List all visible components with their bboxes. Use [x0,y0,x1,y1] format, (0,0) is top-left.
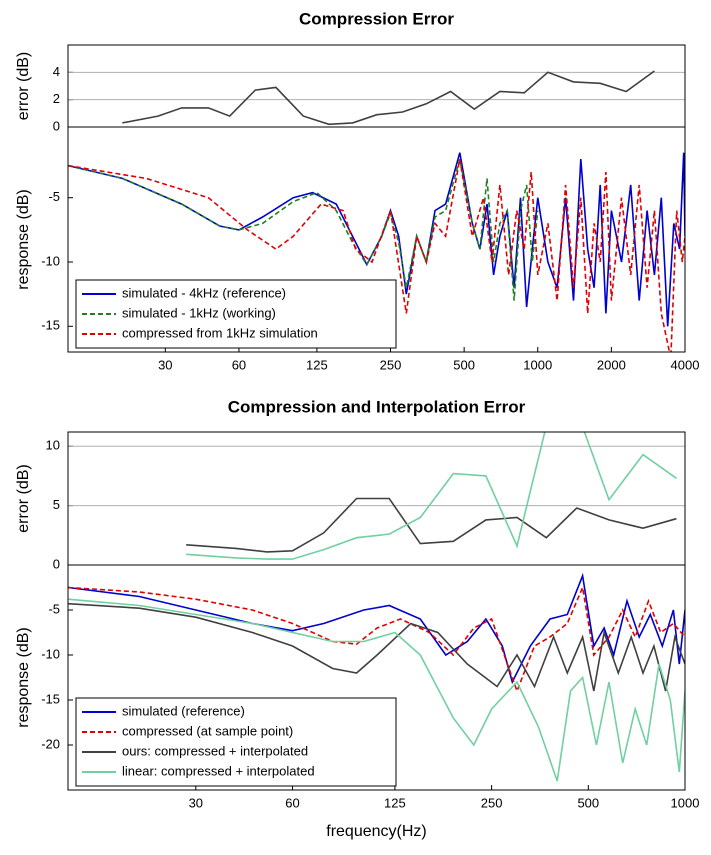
series-line [68,598,685,782]
y-tick-label: 0 [53,118,60,133]
y-tick-label: 5 [53,497,60,512]
y-tick-label: -5 [48,601,60,616]
legend-label: ours: compressed + interpolated [122,743,308,758]
series-line [68,584,685,694]
y-tick-label: 0 [53,556,60,571]
y-tick-label: -10 [41,646,60,661]
legend-label: simulated - 4kHz (reference) [122,285,286,300]
y-tick-label: -5 [48,189,60,204]
x-tick-label: 250 [481,795,503,810]
panel: response (dB) frequency(Hz) -20 -15 -10 -5 30 6… [15,564,700,840]
legend-box [75,697,397,787]
y-tick-label: -10 [41,253,60,268]
chart-title: Compression and Interpolation Error [228,397,526,416]
y-tick-label: -15 [41,318,60,333]
x-tick-label: 1000 [523,357,552,372]
y-tick-label: 4 [53,64,60,79]
x-tick-label: 60 [285,795,299,810]
y-axis-label: error (dB) [15,52,32,120]
y-tick-label: 10 [46,438,60,453]
x-tick-label: 250 [380,357,402,372]
x-axis-label: frequency(Hz) [326,823,426,840]
x-tick-label: 30 [189,795,203,810]
x-tick-label: 125 [306,357,328,372]
plot-frame [67,564,686,791]
y-tick-label: 2 [53,91,60,106]
series-line [68,158,539,301]
x-tick-label: 500 [453,357,475,372]
legend-label: simulated - 1kHz (working) [122,305,276,320]
y-tick-label: -20 [41,736,60,751]
panel: response (dB) -15 -10 -5 30 60 125 250 500 1000 20… [15,126,700,372]
x-tick-label: 4000 [671,357,700,372]
y-axis-label: response (dB) [15,627,32,728]
legend-label: compressed (at sample point) [122,723,293,738]
y-axis-label: response (dB) [15,189,32,290]
x-tick-label: 2000 [597,357,626,372]
legend-label: compressed from 1kHz simulation [122,325,318,340]
y-tick-label: -15 [41,691,60,706]
series-line [68,602,685,692]
series-line [68,158,685,352]
x-tick-label: 500 [577,795,599,810]
chart-title: Compression Error [299,9,454,28]
legend-label: simulated (reference) [122,703,245,718]
panel: Compression and Interpolation Error error… [15,397,686,571]
x-tick-label: 1000 [671,795,700,810]
x-tick-label: 30 [158,357,172,372]
y-axis-label: error (dB) [15,464,32,532]
panel: Compression Error error (dB) 0 2 4 [15,9,686,133]
plot-frame [67,126,686,353]
x-tick-label: 125 [384,795,406,810]
series-line [186,432,677,560]
legend-box [75,279,397,349]
legend-label: linear: compressed + interpolated [122,763,315,778]
series-line [122,70,655,126]
series-line [186,497,677,553]
x-tick-label: 60 [232,357,246,372]
